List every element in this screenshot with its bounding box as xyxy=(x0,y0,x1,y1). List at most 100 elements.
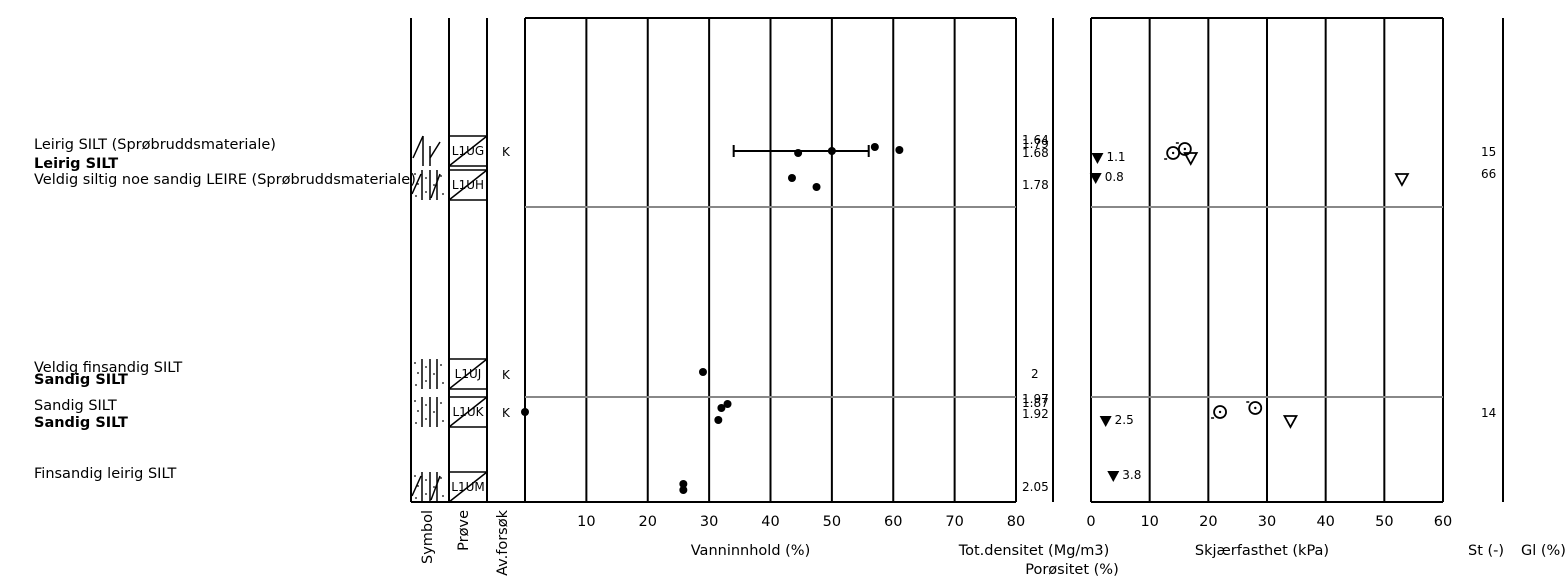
avforsok-label: K xyxy=(502,368,511,382)
layer-description: Veldig finsandig SILT xyxy=(34,360,182,376)
sensitivity-value: 15 xyxy=(1481,145,1496,159)
water-content-point xyxy=(723,400,732,408)
sand-dot xyxy=(415,384,417,386)
sand-dot xyxy=(442,495,444,497)
remoulded-strength-marker xyxy=(1089,173,1102,184)
x-axis-label: Vanninnhold (%) xyxy=(691,543,810,559)
density-value: 1.79 xyxy=(1022,137,1049,151)
soil-symbol-clay-silt xyxy=(412,135,441,166)
clay-hatch xyxy=(412,135,424,159)
avforsok-label: K xyxy=(502,406,511,420)
sample-label: L1UG xyxy=(452,144,484,158)
water-content-point xyxy=(679,480,688,488)
gl-axis-label: Gl (%) xyxy=(1521,543,1566,559)
water-content-range-bar xyxy=(732,145,870,157)
x-tick-label: 50 xyxy=(1375,514,1393,530)
sample-label: L1UK xyxy=(453,405,485,419)
sand-dot xyxy=(415,497,417,499)
water-content-point xyxy=(870,143,879,151)
sample-box-diagonal xyxy=(448,396,488,428)
shear-test-dot xyxy=(1183,147,1187,151)
sand-dot xyxy=(425,404,427,406)
sand-dot xyxy=(425,418,427,420)
sample-box-frame xyxy=(448,135,488,167)
sand-dot xyxy=(440,477,442,479)
remoulded-strength-marker xyxy=(1107,471,1120,482)
x-tick-label: 10 xyxy=(577,514,595,530)
sand-dot xyxy=(414,173,416,175)
remoulded-strength-marker xyxy=(1099,416,1112,427)
density-axis-label: Tot.densitet (Mg/m3) xyxy=(958,543,1110,559)
layer-description: Finsandig leirig SILT xyxy=(34,466,177,482)
remoulded-strength-marker xyxy=(1091,153,1104,164)
sand-dot xyxy=(415,195,417,197)
soil-symbol-sandy-clay-silt xyxy=(411,472,444,502)
porosity-axis-label: Porøsitet (%) xyxy=(1025,562,1119,578)
shear-test-circle xyxy=(1177,142,1192,156)
water-content-point xyxy=(787,174,796,182)
water-content-point xyxy=(812,183,821,191)
sand-dot xyxy=(425,191,427,193)
density-value: 2.05 xyxy=(1022,480,1049,494)
cone-test-marker xyxy=(1394,173,1410,187)
x-tick-label: 70 xyxy=(945,514,963,530)
clay-hatch xyxy=(429,141,441,159)
density-value: 2 xyxy=(1031,367,1039,381)
water-content-point xyxy=(698,368,707,376)
x-tick-label: 60 xyxy=(884,514,902,530)
sand-dot xyxy=(440,364,442,366)
avforsok-label: K xyxy=(502,145,511,159)
soil-symbol-silty-clay xyxy=(411,170,444,200)
x-tick-label: 40 xyxy=(761,514,779,530)
remoulded-strength-label: 3.8 xyxy=(1122,468,1141,482)
clay-hatch xyxy=(411,475,422,497)
sand-dot xyxy=(433,184,435,186)
layer-description: Sandig SILT xyxy=(34,415,128,431)
cone-test-marker xyxy=(1183,152,1199,166)
remoulded-strength-label: 2.5 xyxy=(1115,413,1134,427)
soil-symbol-sandy-silt xyxy=(414,359,444,389)
sample-box-diagonal xyxy=(448,471,488,503)
x-axis-label: Skjærfasthet (kPa) xyxy=(1195,543,1329,559)
column-label-symbol: Symbol xyxy=(420,510,436,564)
x-tick-label: 0 xyxy=(1086,514,1095,530)
density-value: 1.64 xyxy=(1022,133,1049,147)
sand-dot xyxy=(414,475,416,477)
density-value: 1.92 xyxy=(1022,407,1049,421)
sample-box-frame xyxy=(448,358,488,390)
x-tick-label: 30 xyxy=(1258,514,1276,530)
sand-dot xyxy=(417,410,419,412)
water-content-point xyxy=(895,146,904,154)
sand-dot xyxy=(425,366,427,368)
shear-test-marker xyxy=(1164,146,1181,160)
x-tick-label: 80 xyxy=(1007,514,1025,530)
layer-description: Sandig SILT xyxy=(34,398,117,414)
remoulded-strength-label: 1.1 xyxy=(1106,150,1125,164)
sand-dot xyxy=(442,420,444,422)
shear-test-circle xyxy=(1166,146,1181,160)
sand-dot xyxy=(417,485,419,487)
x-tick-label: 10 xyxy=(1140,514,1158,530)
shear-test-dot xyxy=(1171,151,1175,155)
shear-test-circle xyxy=(1248,401,1263,415)
sample-box xyxy=(448,396,488,428)
sand-dot xyxy=(417,372,419,374)
water-content-point xyxy=(679,486,688,494)
clay-hatch xyxy=(430,173,441,199)
sample-box-diagonal xyxy=(448,358,488,390)
sand-dot xyxy=(440,175,442,177)
sensitivity-axis-label: St (-) xyxy=(1468,543,1504,559)
layer-description: Veldig siltig noe sandig LEIRE (Sprøbrud… xyxy=(34,172,416,188)
sample-box xyxy=(448,358,488,390)
sample-box-frame xyxy=(448,169,488,201)
sand-dot xyxy=(442,382,444,384)
x-tick-label: 20 xyxy=(639,514,657,530)
sample-box-frame xyxy=(448,471,488,503)
sensitivity-value: 14 xyxy=(1481,406,1496,420)
sand-dot xyxy=(414,362,416,364)
shear-test-dot xyxy=(1254,406,1257,410)
density-value: 1.97 xyxy=(1022,392,1049,406)
sample-box xyxy=(448,471,488,503)
density-value: 1.87 xyxy=(1022,396,1049,410)
